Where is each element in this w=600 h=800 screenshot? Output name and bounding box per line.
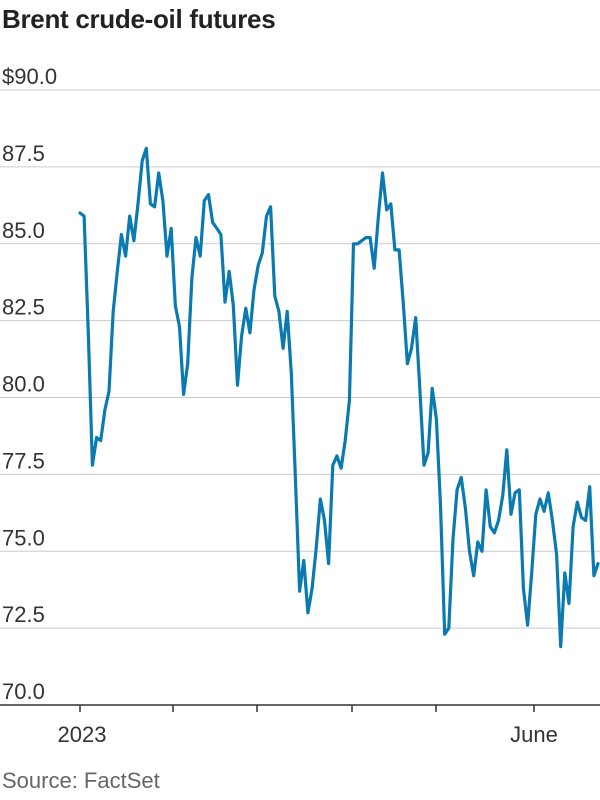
x-tick-label: 2023 xyxy=(58,722,107,747)
y-axis-tick-labels: $90.0 87.5 85.0 82.5 80.0 77.5 75.0 72.5 70.0 xyxy=(2,64,57,704)
y-tick-label: 75.0 xyxy=(2,525,45,550)
x-tick-label: June xyxy=(510,722,558,747)
x-axis: 2023 June xyxy=(0,704,600,747)
y-tick-label: 72.5 xyxy=(2,602,45,627)
y-tick-label: 77.5 xyxy=(2,448,45,473)
y-tick-label: 85.0 xyxy=(2,218,45,243)
series-lines xyxy=(78,146,600,649)
y-tick-label: 80.0 xyxy=(2,372,45,397)
y-tick-label: $90.0 xyxy=(2,64,57,89)
gridlines xyxy=(0,89,600,629)
line-chart: $90.0 87.5 85.0 82.5 80.0 77.5 75.0 72.5 70.0 20… xyxy=(0,64,600,747)
series-line xyxy=(78,146,600,649)
y-tick-label: 70.0 xyxy=(2,679,45,704)
y-tick-label: 82.5 xyxy=(2,295,45,320)
y-tick-label: 87.5 xyxy=(2,141,45,166)
chart-title: Brent crude-oil futures xyxy=(2,4,276,34)
source-note: Source: FactSet xyxy=(2,768,160,793)
